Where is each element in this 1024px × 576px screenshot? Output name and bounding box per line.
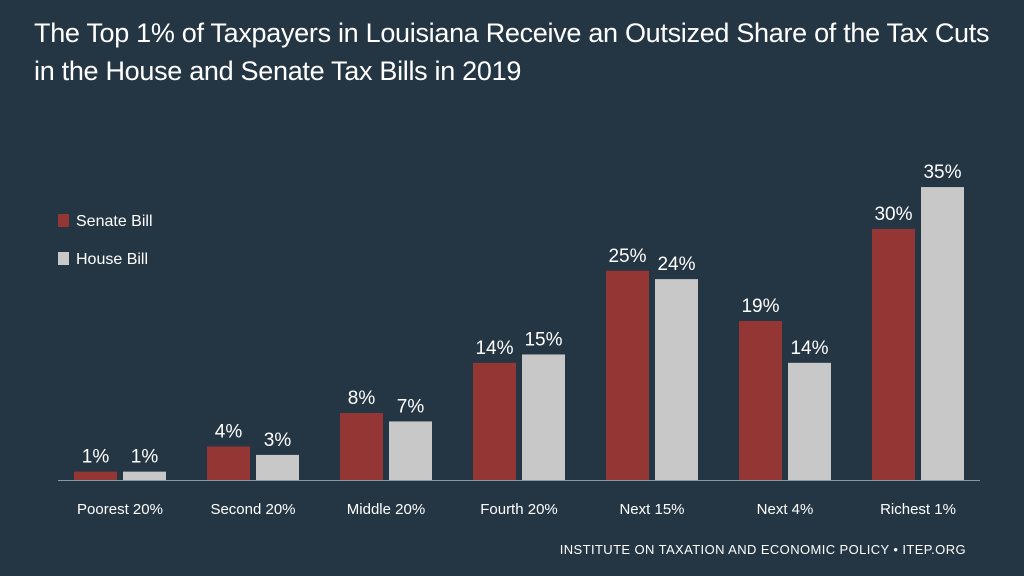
value-label-senate-bill-middle-20: 8% <box>348 388 376 409</box>
value-label-senate-bill-richest-1: 30% <box>874 204 912 225</box>
legend-label-senate: Senate Bill <box>76 213 153 230</box>
bar-house-bill-fourth-20 <box>522 354 565 480</box>
value-label-house-bill-fourth-20: 15% <box>524 329 562 350</box>
bar-senate-bill-poorest-20 <box>74 471 117 480</box>
value-label-house-bill-poorest-20: 1% <box>131 447 159 468</box>
bar-house-bill-poorest-20 <box>123 471 166 480</box>
x-tick-label-second-20: Second 20% <box>210 501 295 518</box>
bar-senate-bill-next-15 <box>606 270 649 480</box>
bar-senate-bill-next-4 <box>739 320 782 480</box>
value-label-house-bill-middle-20: 7% <box>397 396 425 417</box>
legend-label-house: House Bill <box>76 251 149 268</box>
legend-swatch-house <box>58 252 69 265</box>
value-label-house-bill-next-15: 24% <box>657 254 695 275</box>
value-label-house-bill-richest-1: 35% <box>923 162 961 183</box>
bar-senate-bill-second-20 <box>207 446 250 480</box>
chart-title: The Top 1% of Taxpayers in Louisiana Rec… <box>34 18 990 86</box>
bar-senate-bill-richest-1 <box>872 228 915 480</box>
source-note: INSTITUTE ON TAXATION AND ECONOMIC POLIC… <box>559 542 966 557</box>
value-label-senate-bill-next-4: 19% <box>741 296 779 317</box>
bar-house-bill-richest-1 <box>921 187 964 481</box>
x-tick-label-poorest-20: Poorest 20% <box>77 501 163 518</box>
x-tick-label-fourth-20: Fourth 20% <box>480 501 558 518</box>
legend-item-senate: Senate Bill <box>58 213 153 231</box>
x-tick-label-richest-1: Richest 1% <box>880 501 956 518</box>
legend-item-house: House Bill <box>58 251 148 269</box>
value-label-senate-bill-fourth-20: 14% <box>475 338 513 359</box>
bar-house-bill-next-15 <box>655 279 698 480</box>
value-label-senate-bill-next-15: 25% <box>608 246 646 267</box>
bar-senate-bill-fourth-20 <box>473 362 516 480</box>
value-label-house-bill-next-4: 14% <box>790 338 828 359</box>
bar-house-bill-second-20 <box>256 454 299 480</box>
value-label-senate-bill-poorest-20: 1% <box>82 447 110 468</box>
x-tick-label-next-15: Next 15% <box>619 501 684 518</box>
x-tick-label-next-4: Next 4% <box>757 501 814 518</box>
x-tick-label-middle-20: Middle 20% <box>347 501 425 518</box>
legend-swatch-senate <box>58 214 69 227</box>
value-label-house-bill-second-20: 3% <box>264 430 292 451</box>
bar-house-bill-next-4 <box>788 362 831 480</box>
bar-house-bill-middle-20 <box>389 421 432 480</box>
bar-senate-bill-middle-20 <box>340 413 383 480</box>
value-label-senate-bill-second-20: 4% <box>215 422 243 443</box>
